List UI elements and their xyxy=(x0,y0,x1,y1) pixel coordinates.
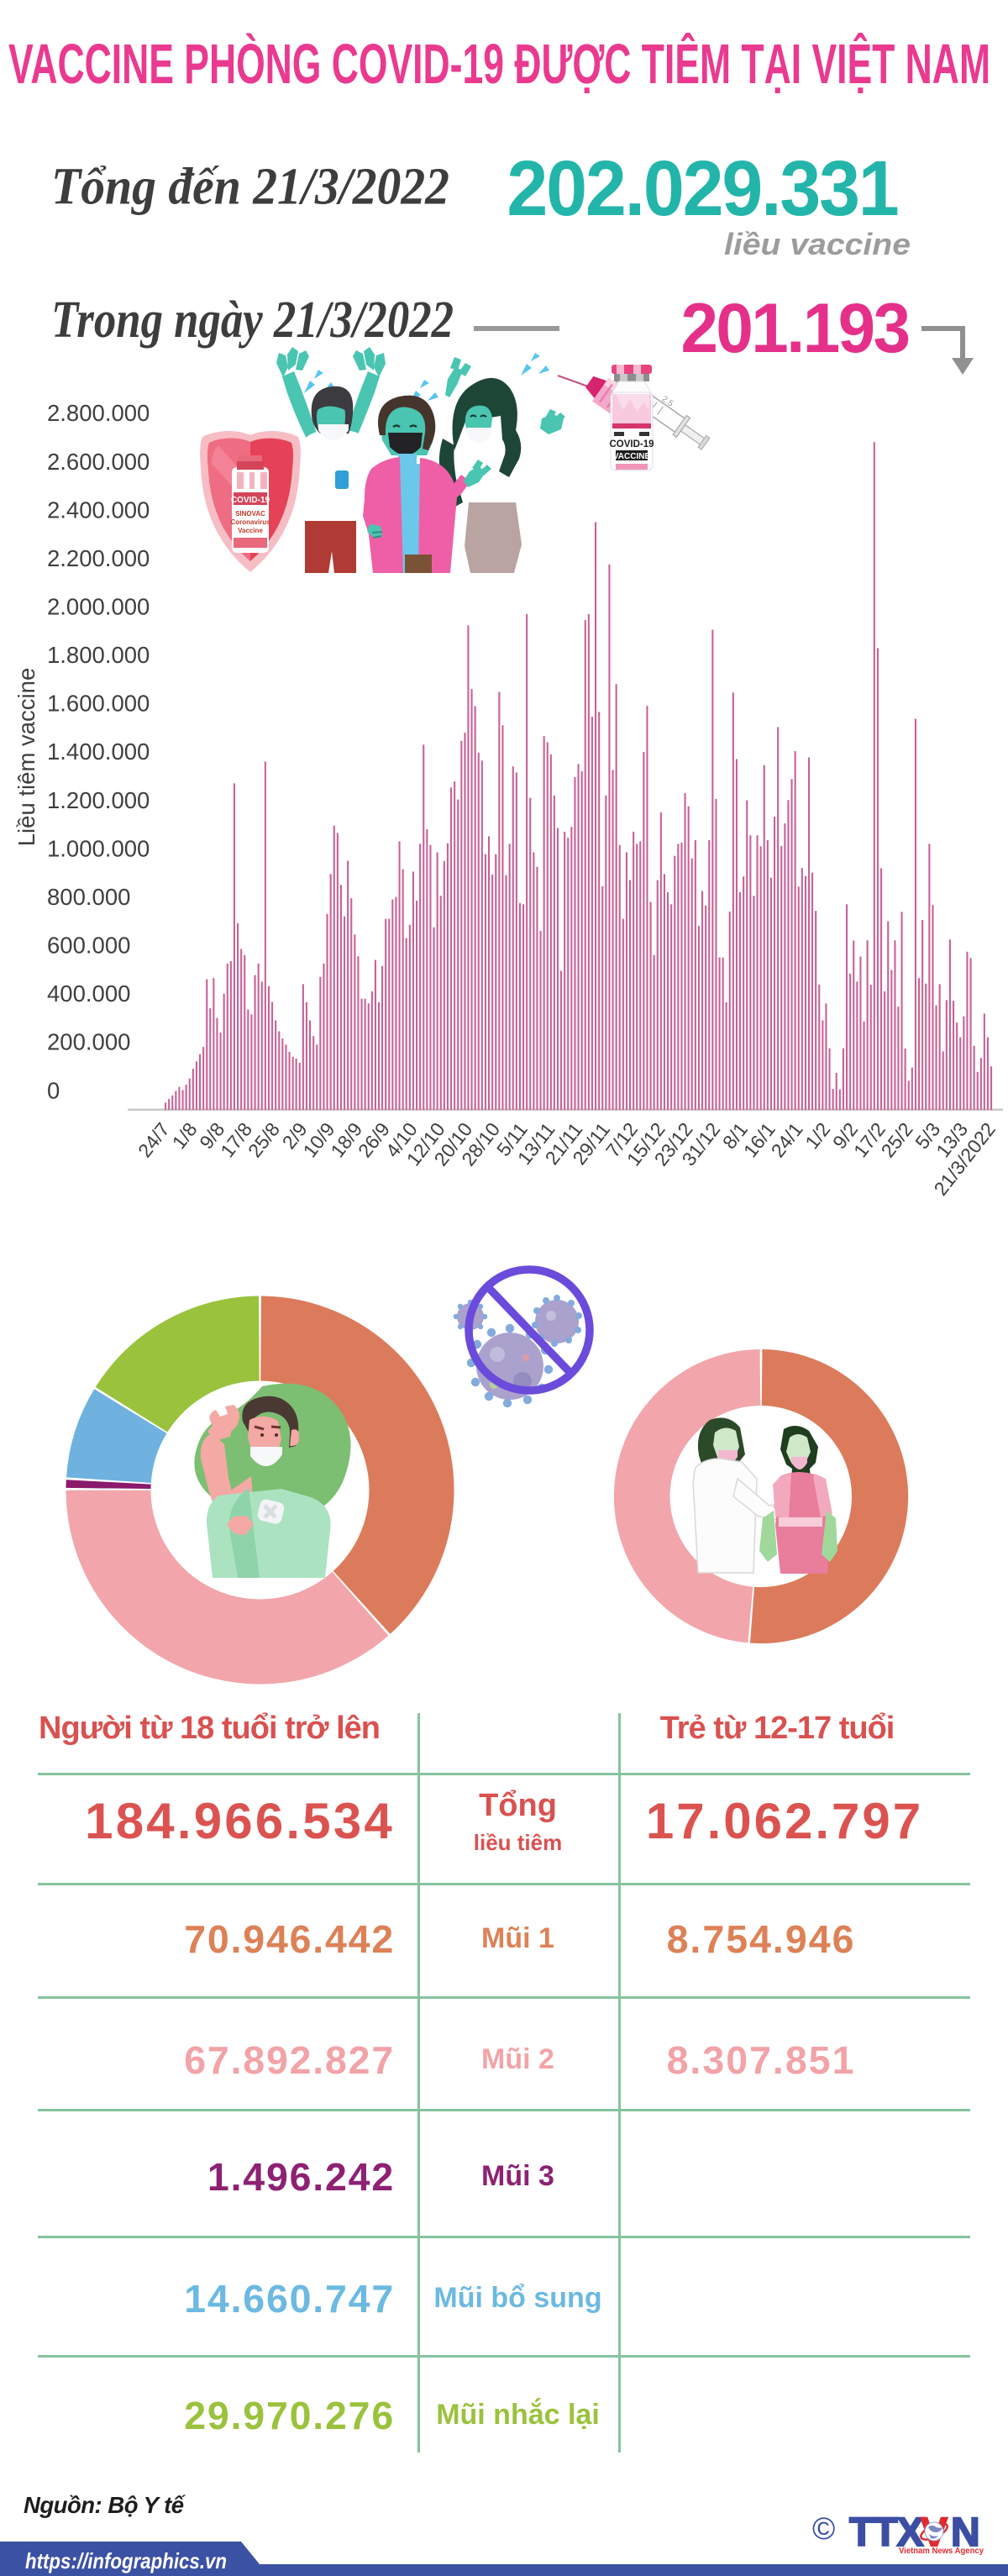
svg-text:Trong ngày 21/3/2022: Trong ngày 21/3/2022 xyxy=(51,292,454,349)
svg-text:COVID-19: COVID-19 xyxy=(609,439,654,449)
svg-text:TTX: TTX xyxy=(849,2510,924,2555)
svg-text:COVID-19: COVID-19 xyxy=(231,496,270,505)
svg-text:2.200.000: 2.200.000 xyxy=(47,545,150,571)
svg-text:2.000.000: 2.000.000 xyxy=(47,594,150,620)
svg-text:201.193: 201.193 xyxy=(681,290,909,368)
svg-text:©: © xyxy=(812,2511,835,2546)
svg-text:2.400.000: 2.400.000 xyxy=(47,497,150,523)
svg-text:1/2: 1/2 xyxy=(801,1118,834,1153)
svg-text:Vietnam News Agency: Vietnam News Agency xyxy=(899,2546,984,2556)
svg-text:400.000: 400.000 xyxy=(47,980,130,1007)
svg-text:1/8: 1/8 xyxy=(168,1118,202,1153)
svg-text:0: 0 xyxy=(47,1077,60,1103)
svg-text:VACCINE PHÒNG COVID-19 ĐƯỢC TI: VACCINE PHÒNG COVID-19 ĐƯỢC TIÊM TẠI VIỆ… xyxy=(8,32,990,96)
svg-text:800.000: 800.000 xyxy=(47,884,130,910)
svg-text:1.600.000: 1.600.000 xyxy=(47,691,150,717)
svg-text:600.000: 600.000 xyxy=(47,933,130,959)
svg-text:Vaccine: Vaccine xyxy=(238,527,263,534)
svg-text:1.000.000: 1.000.000 xyxy=(47,835,150,861)
svg-text:VACCINE: VACCINE xyxy=(613,452,651,461)
svg-text:SINOVAC: SINOVAC xyxy=(235,510,265,518)
svg-text:Liều tiêm vaccine: Liều tiêm vaccine xyxy=(13,668,39,846)
svg-text:2.600.000: 2.600.000 xyxy=(47,449,150,475)
svg-text:https://infographics.vn: https://infographics.vn xyxy=(25,2548,227,2573)
svg-text:200.000: 200.000 xyxy=(47,1029,130,1055)
svg-text:liều vaccine: liều vaccine xyxy=(724,227,911,261)
svg-text:1.200.000: 1.200.000 xyxy=(47,787,150,813)
svg-text:Tổng đến 21/3/2022: Tổng đến 21/3/2022 xyxy=(51,158,449,215)
svg-text:1.800.000: 1.800.000 xyxy=(47,642,150,668)
svg-text:N: N xyxy=(951,2510,980,2555)
svg-text:202.029.331: 202.029.331 xyxy=(507,145,897,232)
svg-text:1.400.000: 1.400.000 xyxy=(47,739,150,765)
svg-text:Coronavirus: Coronavirus xyxy=(230,518,270,526)
svg-text:2.800.000: 2.800.000 xyxy=(47,400,150,426)
